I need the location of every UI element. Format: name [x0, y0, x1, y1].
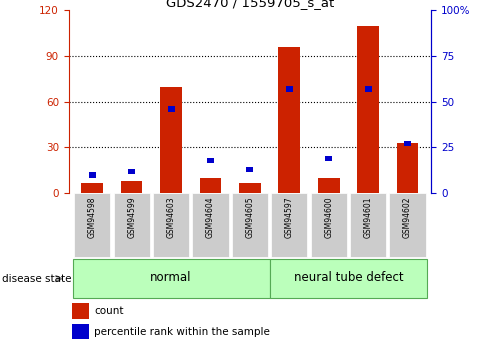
- Bar: [72, 303, 89, 319]
- Text: GSM94599: GSM94599: [127, 196, 136, 238]
- Bar: [89, 172, 96, 178]
- Text: GSM94603: GSM94603: [167, 196, 175, 238]
- FancyBboxPatch shape: [114, 193, 150, 257]
- Text: disease state: disease state: [2, 274, 72, 284]
- Title: GDS2470 / 1559705_s_at: GDS2470 / 1559705_s_at: [166, 0, 334, 9]
- Text: normal: normal: [150, 271, 192, 284]
- Bar: [128, 169, 135, 174]
- FancyBboxPatch shape: [232, 193, 268, 257]
- FancyBboxPatch shape: [193, 193, 229, 257]
- FancyBboxPatch shape: [270, 259, 427, 298]
- FancyBboxPatch shape: [74, 193, 110, 257]
- Text: GSM94604: GSM94604: [206, 196, 215, 238]
- FancyBboxPatch shape: [153, 193, 189, 257]
- Bar: [160, 87, 182, 193]
- Bar: [72, 324, 89, 339]
- FancyBboxPatch shape: [350, 193, 386, 257]
- Bar: [325, 156, 332, 161]
- Bar: [239, 183, 261, 193]
- Bar: [246, 167, 253, 172]
- FancyBboxPatch shape: [73, 259, 270, 298]
- Bar: [318, 178, 340, 193]
- Bar: [404, 141, 411, 147]
- Text: GSM94598: GSM94598: [88, 196, 97, 238]
- FancyBboxPatch shape: [271, 193, 307, 257]
- Bar: [199, 178, 221, 193]
- Text: GSM94600: GSM94600: [324, 196, 333, 238]
- FancyBboxPatch shape: [390, 193, 426, 257]
- Text: count: count: [94, 306, 123, 316]
- Bar: [207, 158, 214, 163]
- Text: GSM94601: GSM94601: [364, 196, 372, 238]
- Bar: [357, 26, 379, 193]
- Bar: [278, 47, 300, 193]
- FancyBboxPatch shape: [311, 193, 347, 257]
- Bar: [397, 143, 418, 193]
- Text: GSM94597: GSM94597: [285, 196, 294, 238]
- Bar: [168, 106, 174, 112]
- Bar: [286, 86, 293, 92]
- Bar: [81, 183, 103, 193]
- Text: neural tube defect: neural tube defect: [294, 271, 403, 284]
- Text: percentile rank within the sample: percentile rank within the sample: [94, 327, 270, 337]
- Bar: [365, 86, 372, 92]
- Text: GSM94605: GSM94605: [245, 196, 254, 238]
- Bar: [121, 181, 143, 193]
- Text: GSM94602: GSM94602: [403, 196, 412, 238]
